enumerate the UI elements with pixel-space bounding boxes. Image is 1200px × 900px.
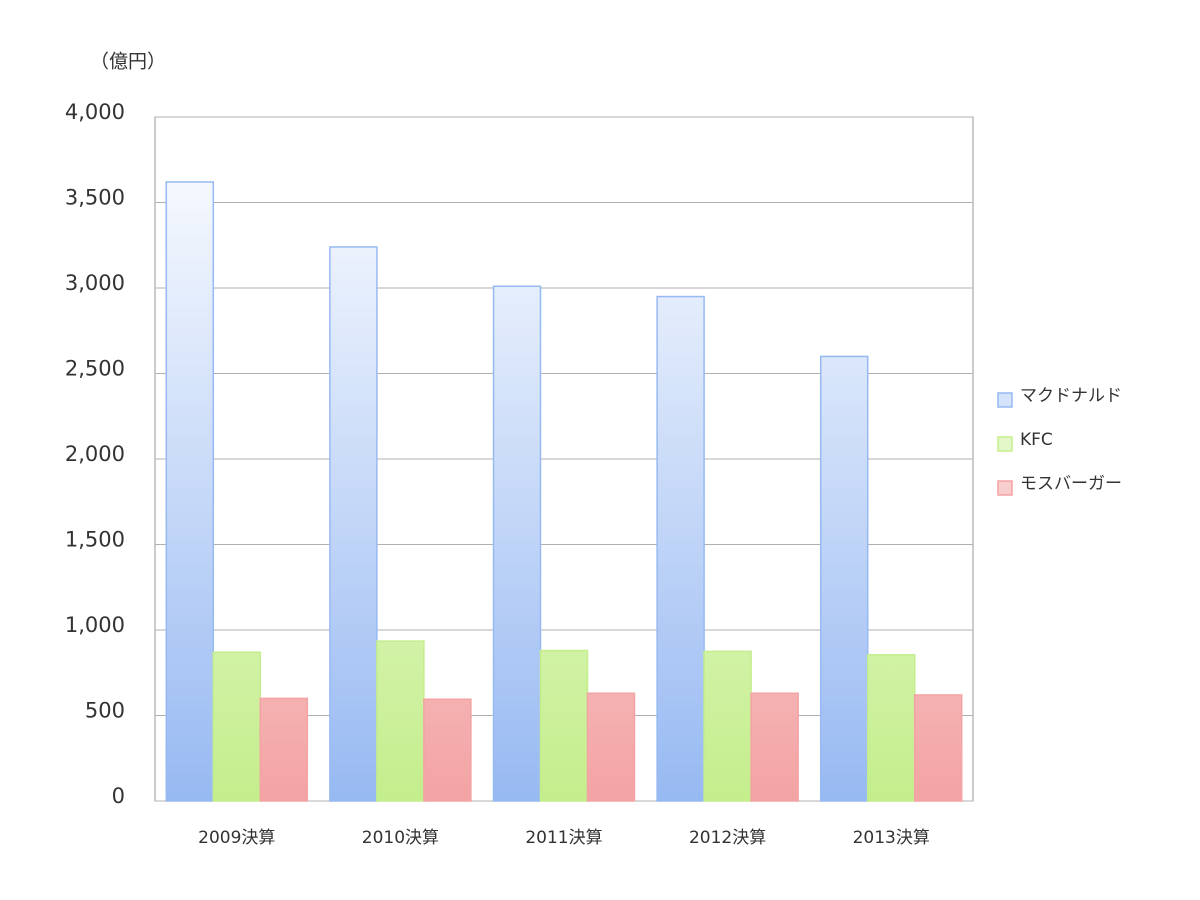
legend-swatch bbox=[997, 480, 1013, 496]
y-tick-label: 3,500 bbox=[65, 186, 125, 210]
x-tick-label: 2013決算 bbox=[853, 828, 930, 848]
y-tick-label: 4,000 bbox=[65, 100, 125, 124]
x-tick-label: 2012決算 bbox=[689, 828, 766, 848]
legend-swatch bbox=[997, 436, 1013, 452]
bar bbox=[703, 650, 752, 802]
bar bbox=[212, 651, 262, 802]
bar bbox=[866, 654, 916, 802]
x-tick-label: 2009決算 bbox=[198, 828, 275, 848]
y-tick-label: 3,000 bbox=[65, 271, 125, 295]
legend-label: マクドナルド bbox=[1020, 386, 1122, 406]
bar bbox=[586, 692, 636, 802]
y-tick-label: 1,500 bbox=[65, 528, 125, 552]
y-tick-label: 0 bbox=[112, 784, 125, 808]
y-tick-label: 2,000 bbox=[65, 442, 125, 466]
bar bbox=[423, 698, 472, 802]
y-tick-label: 500 bbox=[85, 699, 125, 723]
legend-swatch bbox=[997, 392, 1013, 408]
bar bbox=[539, 649, 589, 802]
y-axis-unit: （億円） bbox=[90, 51, 166, 73]
bar bbox=[376, 640, 425, 802]
bar bbox=[913, 694, 963, 802]
bar bbox=[259, 697, 309, 802]
bar bbox=[750, 692, 799, 802]
x-tick-label: 2010決算 bbox=[362, 828, 439, 848]
legend-label: モスバーガー bbox=[1020, 474, 1122, 494]
bar bbox=[492, 285, 542, 802]
y-tick-label: 1,000 bbox=[65, 613, 125, 637]
x-tick-label: 2011決算 bbox=[525, 828, 602, 848]
bar bbox=[165, 181, 215, 802]
bar bbox=[329, 246, 378, 802]
bar bbox=[656, 295, 705, 802]
y-tick-label: 2,500 bbox=[65, 357, 125, 381]
legend-label: KFC bbox=[1020, 430, 1053, 450]
bar bbox=[819, 355, 869, 802]
